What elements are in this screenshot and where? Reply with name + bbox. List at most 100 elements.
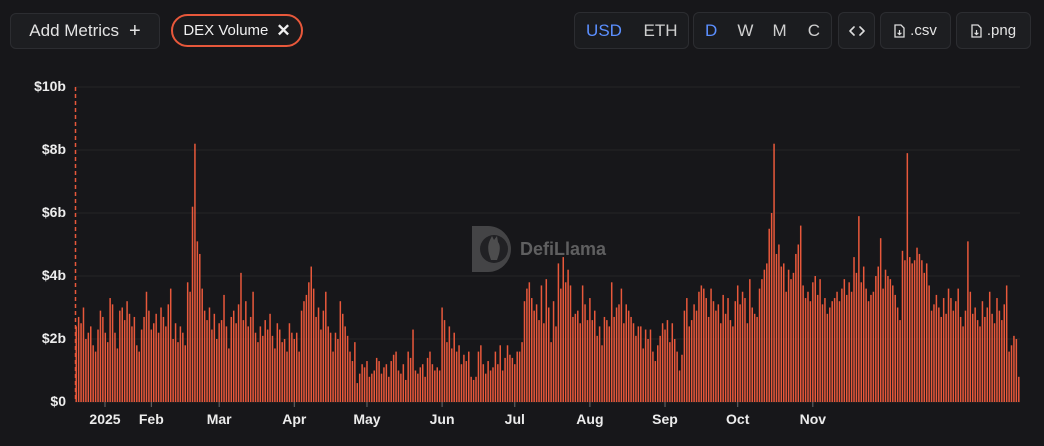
volume-bar[interactable] bbox=[426, 357, 429, 402]
volume-bar[interactable] bbox=[577, 310, 579, 402]
volume-bar[interactable] bbox=[993, 323, 996, 402]
volume-bar[interactable] bbox=[184, 345, 187, 402]
volume-bar[interactable] bbox=[581, 285, 584, 402]
volume-bar[interactable] bbox=[179, 326, 182, 402]
volume-bar[interactable] bbox=[148, 310, 150, 402]
volume-bar[interactable] bbox=[451, 348, 453, 402]
volume-bar[interactable] bbox=[858, 216, 860, 402]
period-monthly-option[interactable]: M bbox=[772, 20, 787, 40]
volume-bar[interactable] bbox=[320, 329, 322, 402]
volume-bar[interactable] bbox=[763, 269, 766, 402]
volume-bar[interactable] bbox=[579, 323, 581, 402]
volume-bar[interactable] bbox=[627, 310, 630, 402]
volume-bar[interactable] bbox=[606, 320, 608, 402]
volume-bar[interactable] bbox=[564, 282, 567, 402]
volume-bar[interactable] bbox=[916, 247, 918, 402]
volume-bar[interactable] bbox=[664, 329, 666, 402]
volume-bar[interactable] bbox=[121, 307, 124, 403]
volume-bar[interactable] bbox=[429, 351, 431, 402]
volume-bar[interactable] bbox=[567, 269, 569, 402]
volume-bar[interactable] bbox=[562, 257, 565, 402]
volume-bar[interactable] bbox=[768, 228, 770, 402]
volume-bar[interactable] bbox=[380, 373, 383, 402]
volume-bar[interactable] bbox=[557, 263, 560, 402]
volume-bar[interactable] bbox=[972, 313, 974, 402]
volume-bar[interactable] bbox=[472, 379, 475, 402]
volume-bar[interactable] bbox=[208, 307, 211, 403]
volume-bar[interactable] bbox=[550, 342, 552, 402]
volume-bar[interactable] bbox=[492, 367, 494, 402]
period-weekly-option[interactable]: W bbox=[737, 20, 754, 40]
volume-bar[interactable] bbox=[438, 370, 441, 403]
volume-bar[interactable] bbox=[232, 310, 235, 402]
volume-bar[interactable] bbox=[1018, 376, 1020, 402]
volume-bar[interactable] bbox=[484, 373, 487, 402]
volume-bar[interactable] bbox=[775, 253, 778, 402]
volume-bar[interactable] bbox=[807, 291, 809, 402]
volume-bar[interactable] bbox=[1008, 351, 1010, 402]
volume-bar[interactable] bbox=[245, 301, 247, 402]
volume-bar[interactable] bbox=[843, 279, 846, 402]
volume-bar[interactable] bbox=[654, 361, 657, 402]
volume-bar[interactable] bbox=[809, 301, 812, 402]
volume-bar[interactable] bbox=[378, 361, 380, 402]
volume-bar[interactable] bbox=[661, 323, 664, 402]
volume-bar[interactable] bbox=[717, 304, 720, 402]
volume-bar[interactable] bbox=[526, 288, 528, 402]
volume-bar[interactable] bbox=[945, 313, 947, 402]
period-cumulative-option[interactable]: C bbox=[807, 20, 821, 40]
volume-bar[interactable] bbox=[887, 276, 889, 402]
volume-bar[interactable] bbox=[816, 294, 819, 402]
volume-bar[interactable] bbox=[976, 320, 979, 402]
volume-bar[interactable] bbox=[264, 320, 266, 402]
volume-bar[interactable] bbox=[123, 320, 126, 402]
volume-bar[interactable] bbox=[216, 339, 218, 402]
volume-bar[interactable] bbox=[884, 269, 887, 402]
volume-bar[interactable] bbox=[727, 298, 729, 402]
volume-bar[interactable] bbox=[942, 298, 945, 402]
volume-bar[interactable] bbox=[385, 364, 388, 402]
volume-bar[interactable] bbox=[169, 288, 172, 402]
volume-bar[interactable] bbox=[140, 329, 143, 402]
volume-bar[interactable] bbox=[211, 329, 213, 402]
volume-bar[interactable] bbox=[686, 298, 688, 402]
volume-bar[interactable] bbox=[979, 326, 981, 402]
volume-bar[interactable] bbox=[947, 288, 950, 402]
volume-bar[interactable] bbox=[116, 348, 119, 402]
volume-bar[interactable] bbox=[879, 238, 882, 402]
volume-bar[interactable] bbox=[586, 320, 589, 402]
volume-bar[interactable] bbox=[155, 313, 157, 402]
volume-bar[interactable] bbox=[388, 376, 390, 402]
volume-bar[interactable] bbox=[715, 310, 717, 402]
close-icon[interactable]: ✕ bbox=[276, 20, 291, 40]
volume-bar[interactable] bbox=[598, 326, 601, 402]
volume-bar[interactable] bbox=[673, 339, 676, 402]
volume-bar[interactable] bbox=[213, 313, 216, 402]
volume-bar[interactable] bbox=[996, 298, 998, 402]
volume-bar[interactable] bbox=[875, 276, 877, 402]
volume-bar[interactable] bbox=[528, 282, 531, 402]
volume-bar[interactable] bbox=[114, 332, 116, 402]
volume-bar[interactable] bbox=[940, 316, 943, 402]
volume-bar[interactable] bbox=[901, 250, 904, 402]
volume-bar[interactable] bbox=[950, 298, 952, 402]
volume-bar[interactable] bbox=[392, 354, 395, 402]
volume-bar[interactable] bbox=[145, 291, 148, 402]
volume-bar[interactable] bbox=[790, 279, 792, 402]
volume-bar[interactable] bbox=[111, 304, 114, 402]
volume-bar[interactable] bbox=[346, 335, 349, 402]
volume-bar[interactable] bbox=[882, 288, 884, 402]
volume-bar[interactable] bbox=[802, 285, 804, 402]
download-csv-button[interactable]: .csv bbox=[880, 12, 951, 49]
volume-bar[interactable] bbox=[128, 313, 131, 402]
volume-bar[interactable] bbox=[470, 376, 472, 402]
volume-bar[interactable] bbox=[601, 345, 603, 402]
volume-bar[interactable] bbox=[986, 307, 989, 403]
volume-bar[interactable] bbox=[610, 282, 613, 402]
volume-bar[interactable] bbox=[194, 143, 196, 402]
volume-bar[interactable] bbox=[390, 361, 392, 402]
volume-bar[interactable] bbox=[964, 310, 967, 402]
volume-bar[interactable] bbox=[271, 335, 274, 402]
volume-bar[interactable] bbox=[203, 310, 206, 402]
volume-bar[interactable] bbox=[136, 345, 138, 402]
